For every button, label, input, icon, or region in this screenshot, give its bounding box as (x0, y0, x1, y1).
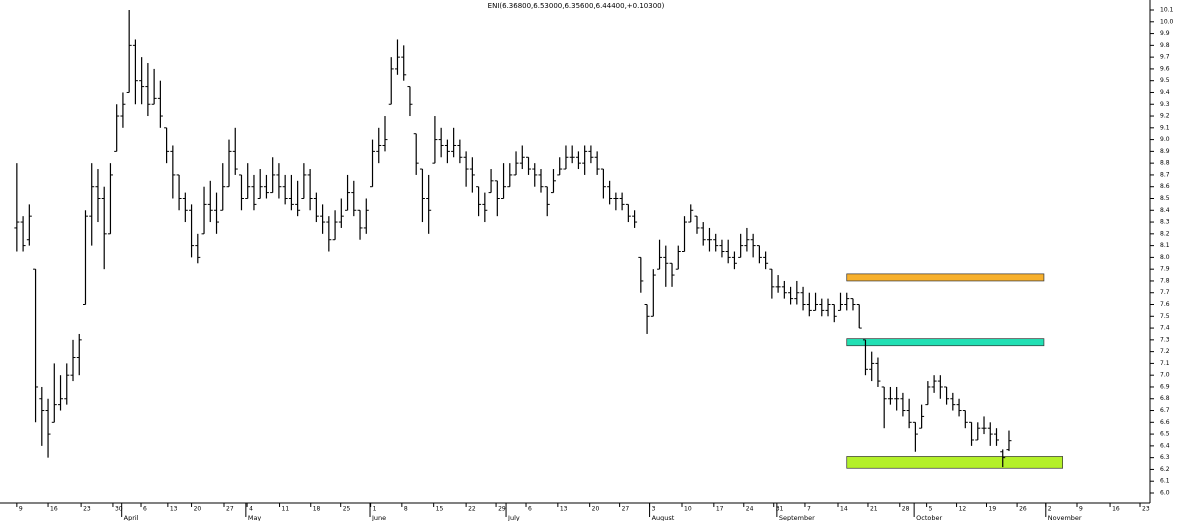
x-tick-label: 3 (652, 506, 656, 513)
y-tick-label: 9.9 (1160, 30, 1170, 37)
x-tick-label: 20 (592, 506, 600, 513)
month-label: June (371, 514, 386, 521)
y-tick-label: 7.3 (1160, 336, 1170, 343)
x-tick-label: 16 (50, 506, 58, 513)
x-tick-label: 6 (528, 506, 532, 513)
x-tick-label: 17 (716, 506, 724, 513)
y-tick-label: 9.6 (1160, 65, 1170, 72)
y-tick-label: 9.1 (1160, 124, 1170, 131)
x-tick-label: 31 (776, 506, 784, 513)
y-tick-label: 7.7 (1160, 289, 1170, 296)
price-zone (846, 273, 1045, 282)
y-tick-label: 7.0 (1160, 372, 1170, 379)
y-tick-label: 6.2 (1160, 466, 1170, 473)
x-tick-label: 24 (746, 506, 754, 513)
y-tick-label: 8.1 (1160, 242, 1170, 249)
y-tick-label: 8.4 (1160, 207, 1170, 214)
y-tick-label: 8.6 (1160, 183, 1170, 190)
y-tick-label: 7.6 (1160, 301, 1170, 308)
x-tick-label: 28 (902, 506, 910, 513)
y-tick-label: 6.3 (1160, 454, 1170, 461)
x-tick-label: 7 (807, 506, 811, 513)
y-tick-label: 7.4 (1160, 325, 1170, 332)
x-tick-label: 8 (404, 506, 408, 513)
x-tick-label: 6 (143, 506, 147, 513)
x-tick-label: 10 (684, 506, 692, 513)
x-tick-label: 11 (282, 506, 290, 513)
month-label: October (916, 514, 942, 521)
y-tick-label: 8.3 (1160, 219, 1170, 226)
x-tick-label: 4 (249, 506, 253, 513)
y-tick-label: 7.9 (1160, 266, 1170, 273)
y-tick-label: 8.2 (1160, 230, 1170, 237)
chart-title: ENI(6.36800,6.53000,6.35600,6.44400,+0.1… (488, 2, 665, 10)
y-tick-label: 9.4 (1160, 89, 1170, 96)
y-tick-label: 6.5 (1160, 431, 1170, 438)
y-tick-label: 9.8 (1160, 42, 1170, 49)
y-tick-label: 9.5 (1160, 77, 1170, 84)
y-tick-label: 6.1 (1160, 478, 1170, 485)
x-tick-label: 23 (1142, 506, 1150, 513)
x-tick-label: 2 (1048, 506, 1052, 513)
month-label: November (1048, 514, 1082, 521)
price-zone (846, 456, 1063, 469)
y-tick-label: 10.1 (1160, 7, 1174, 14)
x-tick-label: 13 (560, 506, 568, 513)
y-tick-label: 6.8 (1160, 395, 1170, 402)
x-tick-label: 1 (373, 506, 377, 513)
month-label: April (124, 514, 139, 521)
month-label: August (652, 514, 675, 521)
price-zone (846, 338, 1045, 347)
x-tick-label: 20 (194, 506, 202, 513)
y-tick-label: 8.5 (1160, 195, 1170, 202)
month-label: September (779, 514, 815, 521)
x-tick-label: 26 (1019, 506, 1027, 513)
x-tick-label: 27 (622, 506, 630, 513)
y-tick-label: 7.2 (1160, 348, 1170, 355)
x-tick-label: 14 (840, 506, 848, 513)
month-label: July (507, 514, 520, 521)
y-tick-label: 9.3 (1160, 101, 1170, 108)
y-tick-label: 7.1 (1160, 360, 1170, 367)
y-tick-label: 6.4 (1160, 442, 1170, 449)
x-tick-label: 22 (468, 506, 476, 513)
x-tick-label: 30 (115, 506, 123, 513)
x-tick-label: 5 (929, 506, 933, 513)
x-tick-label: 9 (1079, 506, 1083, 513)
y-tick-label: 8.0 (1160, 254, 1170, 261)
x-tick-label: 16 (1112, 506, 1120, 513)
y-tick-label: 8.9 (1160, 148, 1170, 155)
y-tick-label: 10.0 (1160, 18, 1174, 25)
y-tick-label: 6.0 (1160, 489, 1170, 496)
x-tick-label: 9 (19, 506, 23, 513)
x-tick-label: 18 (313, 506, 321, 513)
x-tick-label: 27 (226, 506, 234, 513)
y-tick-label: 9.7 (1160, 54, 1170, 61)
y-tick-label: 7.8 (1160, 277, 1170, 284)
y-tick-label: 8.8 (1160, 160, 1170, 167)
month-label: May (248, 514, 262, 521)
x-tick-label: 23 (83, 506, 91, 513)
x-tick-label: 12 (959, 506, 967, 513)
x-tick-label: 21 (870, 506, 878, 513)
x-tick-label: 13 (170, 506, 178, 513)
x-tick-label: 25 (343, 506, 351, 513)
y-tick-label: 6.6 (1160, 419, 1170, 426)
x-tick-label: 15 (436, 506, 444, 513)
x-tick-label: 19 (989, 506, 997, 513)
y-tick-label: 6.9 (1160, 383, 1170, 390)
y-tick-label: 8.7 (1160, 171, 1170, 178)
y-tick-label: 9.0 (1160, 136, 1170, 143)
y-tick-label: 9.2 (1160, 113, 1170, 120)
y-tick-label: 6.7 (1160, 407, 1170, 414)
y-tick-label: 7.5 (1160, 313, 1170, 320)
x-tick-label: 29 (498, 506, 506, 513)
